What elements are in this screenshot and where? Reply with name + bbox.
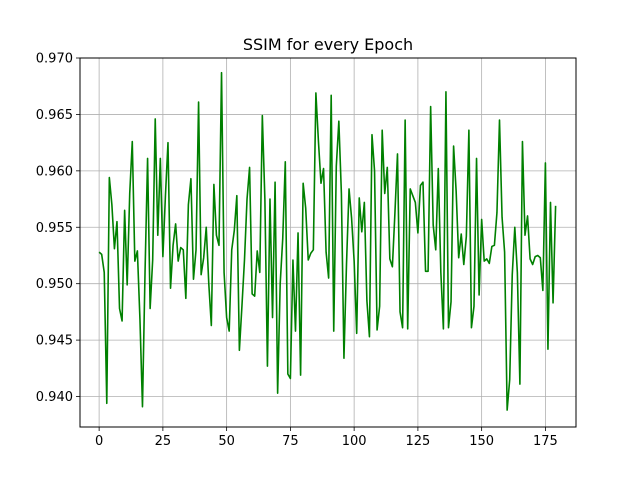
y-tick-label: 0.950	[36, 277, 73, 292]
y-tick-label: 0.965	[36, 108, 73, 123]
line-layer	[98, 71, 557, 411]
axis-layer: 0 25 50 75 100 125 150 175 0.940 0.945 0.950 0.955 0…	[36, 52, 558, 450]
x-tick-label: 100	[342, 434, 367, 449]
x-tick-label: 25	[155, 434, 172, 449]
chart-title: SSIM for every Epoch	[243, 35, 413, 54]
y-tick-label: 0.945	[36, 334, 73, 349]
y-tick-label: 0.960	[36, 164, 73, 179]
x-tick-label: 0	[95, 434, 103, 449]
x-tick-label: 175	[533, 434, 558, 449]
y-tick-label: 0.940	[36, 390, 73, 405]
y-tick-label: 0.970	[36, 52, 73, 67]
x-tick-label: 75	[282, 434, 299, 449]
x-tick-label: 125	[405, 434, 430, 449]
y-tick-label: 0.955	[36, 221, 73, 236]
series-line-0	[98, 71, 557, 411]
x-tick-label: 150	[469, 434, 494, 449]
x-tick-label: 50	[218, 434, 235, 449]
plot-frame	[79, 57, 577, 428]
